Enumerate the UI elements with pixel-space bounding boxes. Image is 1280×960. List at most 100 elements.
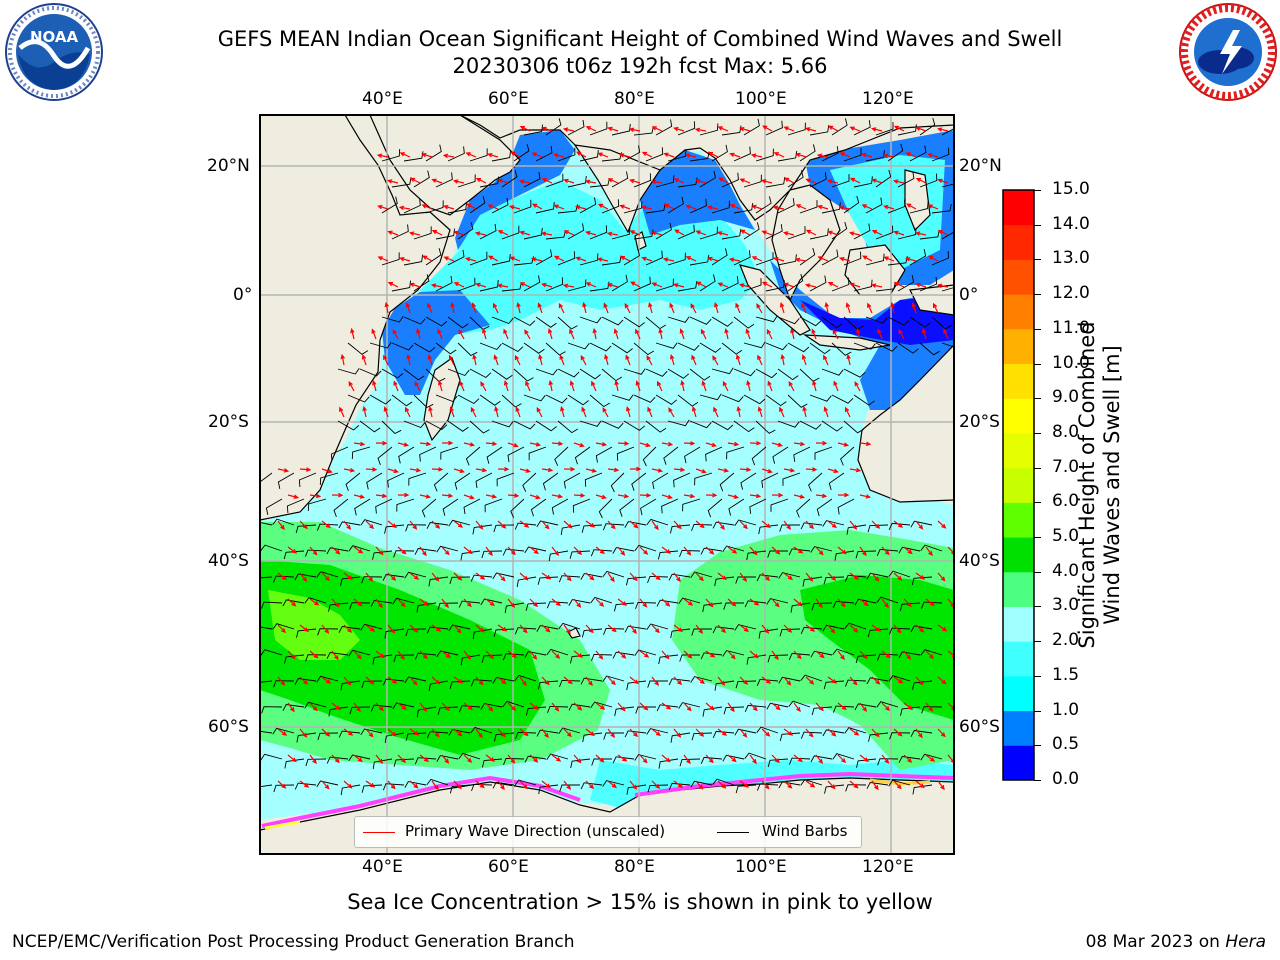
lon-tick-top: 100°E — [735, 89, 787, 109]
wind-barb — [810, 755, 833, 763]
wind-barb — [528, 446, 547, 461]
wave-direction-arrow — [779, 302, 785, 314]
colorbar-tick-label: 1.5 — [1052, 664, 1080, 685]
wave-direction-arrow — [548, 379, 553, 392]
wave-direction-arrow — [552, 153, 565, 158]
wind-barb — [475, 472, 493, 489]
wave-direction-arrow — [453, 780, 462, 790]
wave-direction-arrow — [651, 780, 661, 789]
wave-direction-arrow — [684, 153, 697, 158]
wind-barb — [646, 728, 669, 735]
wind-barb — [457, 342, 478, 357]
wind-barb — [471, 783, 493, 792]
wave-direction-arrow — [343, 468, 356, 473]
wind-barb — [647, 575, 669, 584]
wind-barb — [647, 680, 668, 688]
wave-direction-arrow — [406, 353, 411, 366]
wind-barb — [898, 546, 921, 554]
wave-direction-arrow — [639, 493, 652, 498]
wind-barb — [658, 654, 679, 665]
wave-direction-arrow — [619, 204, 631, 210]
wave-direction-arrow — [563, 780, 572, 791]
wave-direction-arrow — [780, 353, 785, 366]
wave-direction-arrow — [727, 598, 737, 607]
wind-barb — [547, 705, 569, 714]
wind-barb — [631, 472, 647, 491]
wave-direction-arrow — [507, 546, 516, 556]
wave-direction-arrow — [397, 546, 407, 555]
wind-barb — [677, 394, 699, 407]
wave-direction-arrow — [683, 546, 692, 556]
wind-barb — [433, 472, 449, 492]
wind-barb — [735, 680, 757, 689]
wind-barb — [734, 519, 757, 527]
wave-direction-arrow — [472, 353, 477, 366]
wind-barb — [340, 784, 361, 796]
wave-direction-arrow — [398, 492, 410, 498]
wave-direction-arrow — [893, 572, 903, 581]
wave-direction-arrow — [607, 467, 620, 473]
wind-barb — [425, 144, 442, 162]
wave-direction-arrow — [915, 624, 925, 633]
wave-direction-arrow — [375, 598, 383, 609]
wave-direction-arrow — [701, 328, 707, 340]
wind-barb — [722, 650, 745, 657]
wave-direction-arrow — [585, 520, 596, 528]
wind-barb — [403, 254, 424, 266]
wave-direction-arrow — [756, 303, 763, 314]
wind-barb — [426, 778, 449, 786]
wave-direction-arrow — [541, 676, 550, 686]
wave-direction-arrow — [881, 702, 891, 712]
wave-direction-arrow — [639, 702, 649, 711]
wind-barb — [655, 175, 675, 188]
wave-direction-arrow — [580, 354, 587, 366]
wave-direction-arrow — [519, 676, 527, 687]
wave-direction-arrow — [729, 204, 741, 210]
wave-direction-arrow — [739, 229, 751, 236]
wind-barb — [667, 149, 687, 162]
wind-barb — [765, 342, 788, 351]
wave-direction-arrow — [563, 624, 571, 635]
wave-direction-arrow — [717, 676, 726, 686]
wave-direction-arrow — [287, 546, 298, 554]
wave-direction-arrow — [362, 405, 367, 418]
wave-direction-arrow — [487, 204, 499, 210]
wave-direction-arrow — [673, 676, 683, 686]
wave-direction-arrow — [927, 255, 939, 262]
wave-direction-arrow — [783, 780, 793, 789]
wind-barb — [655, 342, 678, 349]
wind-barb — [601, 255, 622, 266]
wind-barb — [689, 151, 710, 162]
wave-direction-arrow — [635, 328, 641, 340]
wind-barb — [612, 547, 635, 554]
wave-direction-arrow — [691, 406, 697, 418]
wind-barb — [787, 394, 808, 408]
wave-direction-arrow — [804, 283, 817, 288]
wind-barb — [472, 524, 493, 535]
wave-direction-arrow — [387, 282, 399, 288]
wave-direction-arrow — [827, 468, 839, 474]
colorbar-segment — [1003, 363, 1034, 399]
wind-barb — [777, 368, 799, 381]
wave-direction-arrow — [728, 257, 741, 262]
wind-barb — [898, 756, 921, 763]
wave-direction-arrow — [761, 572, 771, 582]
wind-barb — [421, 498, 437, 518]
wave-direction-arrow — [695, 572, 704, 582]
wave-direction-arrow — [519, 282, 531, 288]
wave-direction-arrow — [838, 492, 850, 498]
wave-direction-arrow — [541, 780, 551, 789]
wind-barb — [743, 222, 760, 240]
wind-barb — [755, 196, 772, 214]
wind-barb — [624, 730, 647, 738]
wind-barb — [426, 522, 449, 529]
colorbar-segment — [1003, 745, 1034, 781]
wind-barb — [821, 202, 841, 214]
wind-barb — [611, 227, 631, 240]
lat-tick-left: 20°S — [208, 412, 249, 432]
wind-barb — [822, 624, 845, 632]
wave-direction-arrow — [421, 152, 433, 158]
wave-direction-arrow — [585, 676, 593, 687]
wind-barb — [844, 727, 867, 734]
wind-barb — [435, 275, 453, 292]
